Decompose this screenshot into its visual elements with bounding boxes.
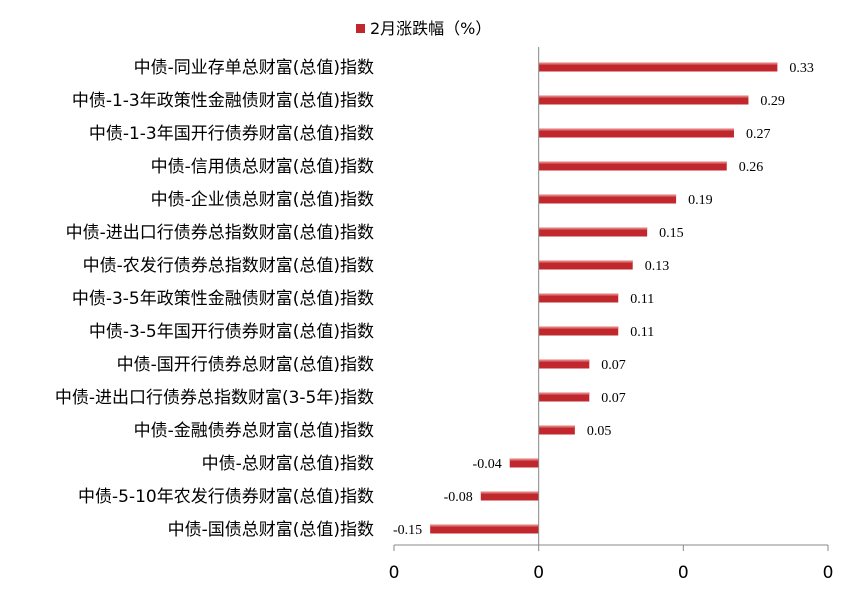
bar-highlight bbox=[480, 491, 539, 494]
x-tick-label: 0 bbox=[533, 563, 544, 583]
bar-highlight bbox=[538, 293, 619, 296]
data-label: 0.11 bbox=[630, 292, 654, 307]
x-tick-label: 0 bbox=[823, 563, 834, 583]
legend-label: 2月涨跌幅（%） bbox=[370, 19, 491, 38]
bar-highlight bbox=[538, 194, 677, 197]
data-label: -0.08 bbox=[444, 490, 473, 505]
category-label: 中债-信用债总财富(总值)指数 bbox=[151, 157, 374, 177]
data-label: 0.15 bbox=[659, 226, 684, 241]
bar-highlight bbox=[538, 425, 575, 428]
category-label: 中债-进出口行债券总指数财富(3-5年)指数 bbox=[55, 388, 374, 408]
data-label: 0.33 bbox=[789, 61, 814, 76]
data-label: 0.27 bbox=[746, 127, 771, 142]
bar bbox=[538, 293, 619, 303]
data-label: 0.07 bbox=[601, 391, 626, 406]
bar bbox=[509, 458, 539, 468]
bar-highlight bbox=[538, 95, 749, 98]
bar bbox=[538, 392, 590, 402]
bar bbox=[538, 227, 648, 237]
legend-swatch bbox=[356, 24, 365, 33]
category-label: 中债-1-3年政策性金融债财富(总值)指数 bbox=[72, 91, 374, 111]
category-label: 中债-进出口行债券总指数财富(总值)指数 bbox=[66, 223, 374, 243]
data-label: 0.13 bbox=[645, 259, 670, 274]
bar-highlight bbox=[538, 326, 619, 329]
category-label: 中债-3-5年国开行债券财富(总值)指数 bbox=[89, 322, 374, 342]
data-label: 0.19 bbox=[688, 193, 713, 208]
bar bbox=[538, 62, 778, 72]
data-label: 0.29 bbox=[760, 94, 785, 109]
data-label: -0.04 bbox=[473, 457, 502, 472]
bar-highlight bbox=[430, 524, 539, 527]
category-label: 中债-国开行债券总财富(总值)指数 bbox=[117, 355, 374, 375]
data-label: 0.26 bbox=[739, 160, 764, 175]
bar bbox=[538, 260, 633, 270]
category-label: 中债-1-3年国开行债券财富(总值)指数 bbox=[89, 124, 374, 144]
bar-highlight bbox=[538, 62, 778, 65]
bar-highlight bbox=[538, 227, 648, 230]
bar bbox=[538, 128, 734, 138]
bar bbox=[538, 161, 727, 171]
bar-highlight bbox=[538, 161, 727, 164]
category-label: 中债-同业存单总财富(总值)指数 bbox=[134, 58, 374, 78]
data-label: 0.05 bbox=[587, 424, 612, 439]
category-label: 中债-国债总财富(总值)指数 bbox=[168, 520, 374, 540]
category-label: 中债-5-10年农发行债券财富(总值)指数 bbox=[78, 487, 374, 507]
x-tick-label: 0 bbox=[389, 563, 400, 583]
bar bbox=[538, 326, 619, 336]
data-label: 0.07 bbox=[601, 358, 626, 373]
bar-highlight bbox=[538, 128, 734, 131]
bar bbox=[538, 194, 677, 204]
category-label: 中债-企业债总财富(总值)指数 bbox=[151, 190, 374, 210]
data-label: -0.15 bbox=[393, 523, 422, 538]
category-label: 中债-3-5年政策性金融债财富(总值)指数 bbox=[72, 289, 374, 309]
category-label: 中债-农发行债券总指数财富(总值)指数 bbox=[83, 256, 374, 276]
bar-highlight bbox=[538, 359, 590, 362]
bar-highlight bbox=[538, 392, 590, 395]
category-label: 中债-金融债券总财富(总值)指数 bbox=[134, 421, 374, 441]
legend: 2月涨跌幅（%） bbox=[356, 19, 491, 38]
bar bbox=[480, 491, 539, 501]
bar-highlight bbox=[538, 260, 633, 263]
bar-highlight bbox=[509, 458, 539, 461]
x-tick-label: 0 bbox=[678, 563, 689, 583]
bar bbox=[538, 95, 749, 105]
bar bbox=[538, 359, 590, 369]
data-label: 0.11 bbox=[630, 325, 654, 340]
bar bbox=[538, 425, 575, 435]
category-label: 中债-总财富(总值)指数 bbox=[202, 454, 374, 474]
bar bbox=[430, 524, 539, 534]
